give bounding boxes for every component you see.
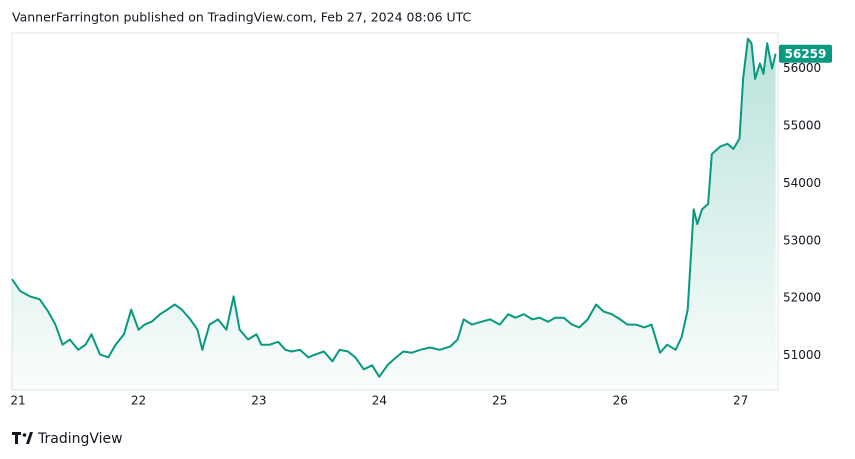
- header-byline: VannerFarrington published on TradingVie…: [12, 10, 472, 25]
- y-tick-label: 53000: [783, 233, 821, 247]
- x-tick-label: 27: [733, 394, 748, 408]
- y-tick-label: 54000: [783, 176, 821, 190]
- x-tick-label: 23: [251, 394, 266, 408]
- x-tick-label: 26: [613, 394, 628, 408]
- last-price-label: 56259: [785, 47, 827, 61]
- x-tick-label: 22: [131, 394, 146, 408]
- last-price-badge: [779, 44, 832, 63]
- brand-name: TradingView: [37, 431, 123, 447]
- x-tick-label: 25: [492, 394, 507, 408]
- brand-logo: [12, 432, 33, 444]
- price-line: [11, 37, 777, 378]
- price-area: [12, 38, 776, 390]
- y-tick-label: 56000: [783, 61, 821, 75]
- x-tick-label: 21: [10, 394, 25, 408]
- y-tick-label: 55000: [783, 118, 821, 132]
- x-tick-label: 24: [372, 394, 387, 408]
- y-tick-label: 51000: [783, 348, 821, 362]
- y-tick-label: 52000: [783, 291, 821, 305]
